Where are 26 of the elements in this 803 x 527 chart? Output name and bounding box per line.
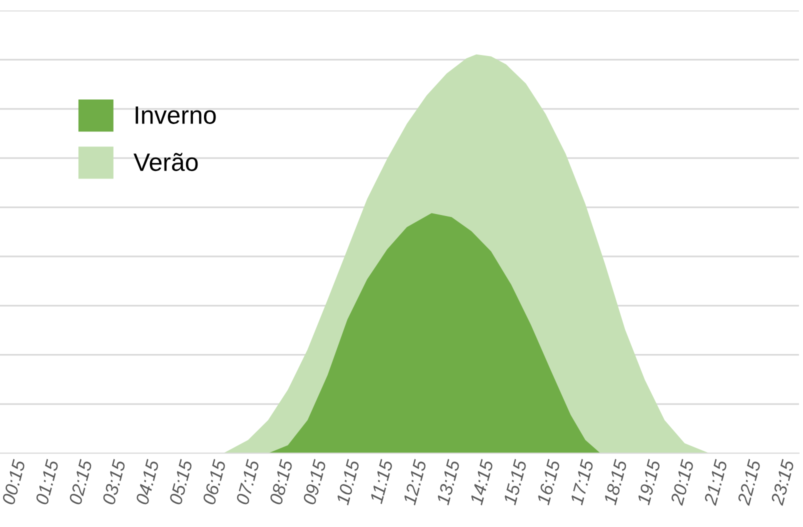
x-tick-label: 08:15 bbox=[269, 458, 294, 506]
x-tick-label: 09:15 bbox=[302, 458, 326, 506]
x-tick-label: 00:15 bbox=[2, 458, 26, 506]
x-tick-label: 23:15 bbox=[770, 458, 794, 506]
x-tick-label: 13:15 bbox=[436, 458, 460, 506]
x-tick-label: 22:15 bbox=[736, 458, 762, 506]
x-tick-label: 05:15 bbox=[168, 458, 193, 506]
legend-label: Verão bbox=[134, 152, 198, 172]
x-tick-label: 03:15 bbox=[102, 458, 126, 506]
x-tick-label: 10:15 bbox=[336, 458, 360, 506]
x-tick-label: 19:15 bbox=[636, 458, 661, 506]
x-tick-label: 21:15 bbox=[704, 458, 728, 506]
x-tick-label: 18:15 bbox=[603, 458, 628, 506]
x-tick-label: 11:15 bbox=[370, 458, 394, 504]
x-tick-label: 14:15 bbox=[470, 458, 494, 506]
x-tick-label: 17:15 bbox=[570, 458, 594, 506]
x-tick-label: 02:15 bbox=[68, 458, 92, 506]
x-tick-label: 06:15 bbox=[202, 458, 226, 506]
x-tick-label: 20:15 bbox=[670, 458, 694, 506]
x-tick-label: 01:15 bbox=[35, 458, 60, 506]
x-tick-label: 04:15 bbox=[135, 458, 160, 506]
legend-label: Inverno bbox=[136, 106, 216, 124]
x-tick-label: 16:15 bbox=[536, 458, 560, 506]
x-tick-label: 12:15 bbox=[402, 458, 427, 506]
x-tick-label: 07:15 bbox=[236, 458, 260, 506]
x-tick-label: 15:15 bbox=[503, 458, 528, 506]
